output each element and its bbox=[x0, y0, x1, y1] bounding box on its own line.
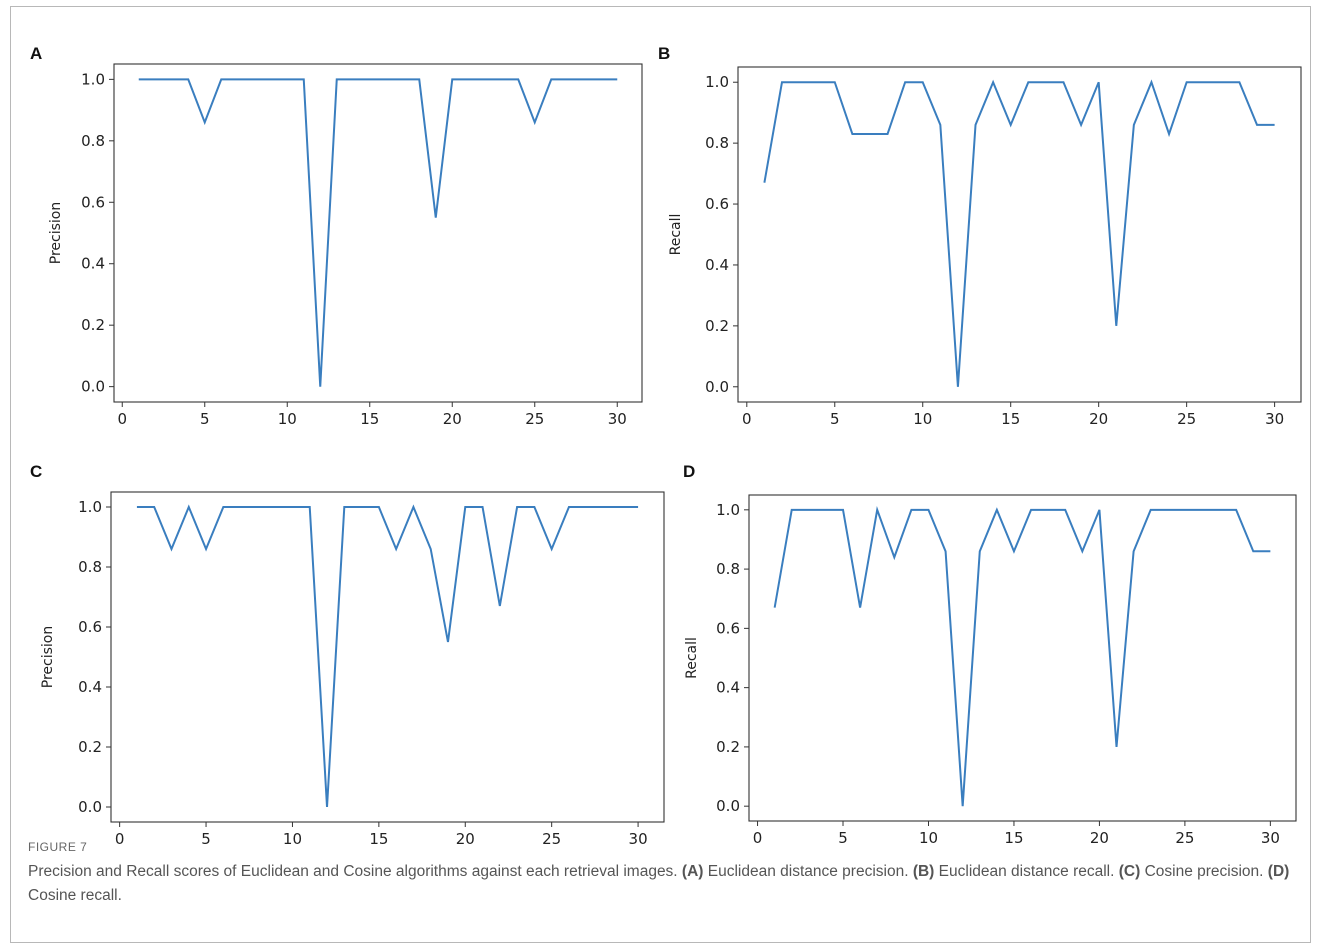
caption-panel-ref: (C) bbox=[1118, 863, 1141, 880]
x-tick-label: 0 bbox=[117, 410, 127, 428]
y-tick-label: 0.6 bbox=[78, 618, 102, 636]
figure-caption: FIGURE 7 Precision and Recall scores of … bbox=[28, 840, 1303, 908]
series-line bbox=[763, 79, 1275, 387]
series-line bbox=[773, 505, 1271, 807]
y-tick-label: 1.0 bbox=[716, 501, 740, 519]
caption-segment: Cosine recall. bbox=[28, 887, 122, 904]
x-tick-label: 0 bbox=[753, 829, 763, 847]
plot-area-frame bbox=[748, 494, 1297, 822]
chart-c: 0 5 10 15 20 25 30 0.0 0.2 0.4 0.6 0.8 1.0 Precision bbox=[40, 491, 665, 848]
y-axis-label: Recall bbox=[668, 214, 684, 256]
series-line bbox=[136, 504, 639, 808]
y-tick-label: 1.0 bbox=[705, 73, 729, 91]
y-tick-label: 1.0 bbox=[81, 70, 105, 88]
x-tick-label: 25 bbox=[542, 830, 561, 848]
figure-label: FIGURE 7 bbox=[28, 840, 88, 854]
x-tick-label: 10 bbox=[919, 829, 938, 847]
caption-segment: Euclidean distance recall. bbox=[934, 863, 1119, 880]
y-axis-label: Precision bbox=[48, 202, 64, 264]
x-tick-label: 30 bbox=[1261, 829, 1280, 847]
caption-text: Precision and Recall scores of Euclidean… bbox=[28, 860, 1303, 908]
y-tick-label: 0.2 bbox=[705, 317, 729, 335]
plot-area-frame bbox=[110, 491, 665, 823]
x-tick-label: 10 bbox=[283, 830, 302, 848]
caption-segment: Euclidean distance precision. bbox=[703, 863, 913, 880]
y-tick-label: 0.6 bbox=[81, 193, 105, 211]
y-tick-label: 0.2 bbox=[716, 738, 740, 756]
chart-a: 0 5 10 15 20 25 30 0.0 0.2 0.4 0.6 0.8 1.0 Precision bbox=[48, 63, 643, 428]
x-tick-label: 25 bbox=[1175, 829, 1194, 847]
caption-segment: Precision and Recall scores of Euclidean… bbox=[28, 863, 682, 880]
x-tick-label: 25 bbox=[525, 410, 544, 428]
y-tick-label: 0.8 bbox=[705, 134, 729, 152]
x-tick-label: 30 bbox=[629, 830, 648, 848]
y-tick-label: 0.2 bbox=[81, 316, 105, 334]
panel-letter-c: C bbox=[30, 462, 43, 481]
x-tick-label: 5 bbox=[830, 410, 840, 428]
x-tick-label: 30 bbox=[1265, 410, 1284, 428]
x-tick-label: 15 bbox=[360, 410, 379, 428]
chart-b: 0 5 10 15 20 25 30 0.0 0.2 0.4 0.6 0.8 1.0 Recall bbox=[668, 66, 1302, 428]
series-line bbox=[138, 78, 618, 387]
y-axis-label: Recall bbox=[684, 637, 700, 679]
x-tick-label: 20 bbox=[1089, 410, 1108, 428]
y-tick-label: 1.0 bbox=[78, 498, 102, 516]
y-tick-label: 0.0 bbox=[78, 798, 102, 816]
y-tick-label: 0.8 bbox=[81, 132, 105, 150]
x-tick-label: 30 bbox=[608, 410, 627, 428]
y-axis-label: Precision bbox=[40, 626, 56, 688]
y-tick-label: 0.8 bbox=[716, 560, 740, 578]
y-tick-label: 0.4 bbox=[78, 678, 102, 696]
y-tick-label: 0.8 bbox=[78, 558, 102, 576]
x-tick-label: 0 bbox=[742, 410, 752, 428]
x-tick-label: 25 bbox=[1177, 410, 1196, 428]
figure-frame bbox=[10, 6, 1311, 943]
x-tick-label: 15 bbox=[369, 830, 388, 848]
x-tick-label: 5 bbox=[201, 830, 211, 848]
y-tick-label: 0.4 bbox=[716, 679, 740, 697]
panel-letter-b: B bbox=[658, 44, 671, 63]
y-tick-label: 0.0 bbox=[705, 378, 729, 396]
y-tick-label: 0.2 bbox=[78, 738, 102, 756]
y-tick-label: 0.6 bbox=[716, 619, 740, 637]
x-tick-label: 10 bbox=[278, 410, 297, 428]
x-tick-label: 0 bbox=[115, 830, 125, 848]
caption-panel-ref: (B) bbox=[912, 863, 935, 880]
x-tick-label: 5 bbox=[200, 410, 210, 428]
y-tick-label: 0.6 bbox=[705, 195, 729, 213]
chart-d: 0 5 10 15 20 25 30 0.0 0.2 0.4 0.6 0.8 1.0 Recall bbox=[684, 494, 1297, 847]
y-tick-label: 0.4 bbox=[81, 255, 105, 273]
y-tick-label: 0.4 bbox=[705, 256, 729, 274]
x-tick-label: 5 bbox=[838, 829, 848, 847]
x-tick-label: 20 bbox=[456, 830, 475, 848]
caption-panel-ref: (D) bbox=[1267, 863, 1290, 880]
x-tick-label: 15 bbox=[1001, 410, 1020, 428]
caption-panel-ref: (A) bbox=[681, 863, 704, 880]
plot-area-frame bbox=[737, 66, 1302, 403]
caption-segment: Cosine precision. bbox=[1140, 863, 1268, 880]
panel-letter-a: A bbox=[30, 44, 43, 63]
y-tick-label: 0.0 bbox=[81, 378, 105, 396]
panel-letter-d: D bbox=[683, 462, 696, 481]
x-tick-label: 20 bbox=[1090, 829, 1109, 847]
x-tick-label: 10 bbox=[913, 410, 932, 428]
y-tick-label: 0.0 bbox=[716, 797, 740, 815]
plot-area-frame bbox=[113, 63, 643, 403]
x-tick-label: 15 bbox=[1004, 829, 1023, 847]
x-tick-label: 20 bbox=[443, 410, 462, 428]
